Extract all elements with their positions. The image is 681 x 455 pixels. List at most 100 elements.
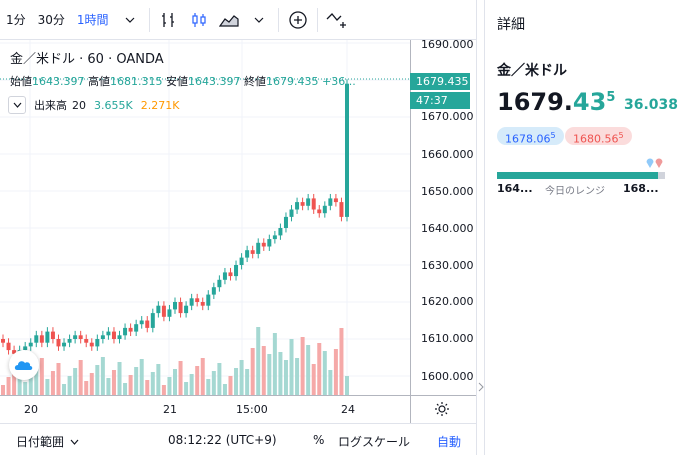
chart-pane[interactable]: 金／米ドル · 60 · OANDA 始値1643.397 高値1681.315… — [0, 40, 476, 395]
candle-body — [184, 305, 189, 314]
chevron-down-icon[interactable] — [115, 0, 145, 40]
volume-bar — [45, 379, 50, 395]
ask-fraction: 5 — [618, 131, 624, 140]
bid-price[interactable]: 1678.065 — [497, 127, 564, 146]
range-high: 168... — [623, 182, 659, 195]
candle-body — [261, 242, 266, 247]
candle-body — [267, 239, 272, 247]
price-change: 36.038 — [624, 97, 679, 113]
volume-bar — [211, 371, 216, 395]
day-range-bar — [497, 172, 665, 179]
volume-bar — [322, 351, 327, 395]
volume-bar — [134, 367, 139, 395]
volume-bar — [156, 364, 161, 395]
area-chart-icon[interactable] — [214, 0, 244, 40]
percent-toggle[interactable]: % — [313, 433, 325, 447]
bar-countdown-label: 47:37 — [410, 92, 470, 109]
volume-bar — [267, 354, 272, 395]
candle-body — [228, 272, 233, 277]
volume-bar — [62, 384, 67, 395]
volume-bar — [250, 348, 255, 395]
last-price: 1679.435 — [497, 88, 615, 116]
price-tick: 1690.000 — [421, 38, 474, 51]
time-tick: 20 — [24, 403, 38, 416]
volume-bar — [34, 366, 39, 395]
details-header: 詳細 — [497, 17, 525, 33]
volume-bar — [306, 345, 311, 395]
close-value: 1679.435 — [266, 75, 319, 88]
panel-resize-handle[interactable] — [476, 0, 485, 455]
interval-1h-button[interactable]: 1時間 — [76, 13, 109, 27]
volume-bar — [289, 339, 294, 395]
volume-bar — [178, 361, 183, 395]
volume-bar — [84, 381, 89, 395]
volume-bar — [28, 374, 33, 395]
add-indicator-icon[interactable] — [283, 0, 313, 40]
chevron-down-icon[interactable] — [244, 0, 274, 40]
time-axis[interactable]: 20 21 15:00 24 — [0, 395, 476, 424]
bar-chart-icon[interactable] — [154, 0, 184, 40]
price-main: 1679. — [497, 88, 573, 116]
date-range-button[interactable]: 日付範囲 — [16, 433, 79, 450]
price-pips: 43 — [572, 88, 607, 116]
bid-value: 1678.06 — [505, 132, 551, 146]
price-fraction: 5 — [606, 90, 616, 105]
volume-bar — [145, 380, 150, 395]
ask-price[interactable]: 1680.565 — [565, 127, 632, 146]
collapse-legend-button[interactable] — [8, 96, 26, 114]
time-tick: 15:00 — [236, 403, 268, 416]
volume-bar — [6, 377, 11, 395]
price-chart[interactable] — [0, 40, 410, 395]
chevron-right-icon — [478, 382, 484, 392]
volume-bar — [278, 352, 283, 395]
candle-body — [222, 272, 227, 280]
volume-bar — [173, 369, 177, 395]
candle-body — [217, 279, 222, 288]
volume-bar — [345, 376, 349, 395]
price-tick: 1600.000 — [421, 370, 474, 383]
volume-period: 20 — [72, 98, 86, 112]
price-tick: 1620.000 — [421, 295, 474, 308]
candlestick-icon[interactable] — [184, 0, 214, 40]
volume-bar — [222, 384, 227, 395]
price-tick: 1640.000 — [421, 222, 474, 235]
volume-bar — [228, 376, 233, 395]
chart-toolbar: 1分 30分 1時間 — [0, 0, 476, 40]
range-label: 今日のレンジ — [545, 186, 605, 197]
candle-body — [78, 335, 83, 339]
candle-body — [283, 216, 288, 228]
candle-body — [100, 335, 105, 339]
details-panel: 詳細 金／米ドル 1679.435 36.038 1678.065 1680.5… — [486, 0, 681, 455]
details-symbol[interactable]: 金／米ドル — [497, 63, 567, 79]
settings-gear-icon[interactable] — [434, 401, 450, 420]
symbol-title[interactable]: 金／米ドル · 60 · OANDA — [10, 52, 164, 67]
high-label: 高値 — [88, 75, 110, 88]
candle-body — [39, 335, 44, 343]
candle-body — [322, 205, 327, 214]
compare-symbol-icon[interactable] — [322, 0, 352, 40]
interval-1m-button[interactable]: 1分 — [6, 13, 26, 27]
volume-bar — [161, 385, 166, 395]
volume-bar — [256, 327, 261, 395]
volume-label[interactable]: 出来高 — [34, 99, 67, 112]
log-scale-toggle[interactable]: ログスケール — [338, 435, 411, 449]
bid-marker-icon — [646, 157, 654, 171]
volume-bar — [311, 364, 316, 395]
volume-bar — [139, 359, 144, 395]
tradingview-logo[interactable] — [9, 350, 39, 380]
candle-body — [50, 331, 55, 339]
price-tick: 1650.000 — [421, 185, 474, 198]
candle-body — [62, 342, 67, 347]
auto-scale-toggle[interactable]: 自動 — [437, 435, 462, 449]
volume-bar — [100, 357, 105, 395]
bottom-toolbar: 日付範囲 08:12:22 (UTC+9) % ログスケール 自動 — [0, 423, 476, 455]
price-scale[interactable]: 1690.000 1670.000 1660.000 1650.000 1640… — [410, 38, 476, 395]
low-value: 1643.397 — [188, 75, 241, 88]
interval-30m-button[interactable]: 30分 — [37, 13, 65, 27]
clock-display[interactable]: 08:12:22 (UTC+9) — [168, 433, 277, 447]
volume-bar — [245, 369, 250, 395]
candle-body — [339, 202, 344, 217]
candle-body — [345, 83, 349, 217]
volume-bar — [39, 358, 44, 395]
volume-bar — [123, 383, 128, 395]
